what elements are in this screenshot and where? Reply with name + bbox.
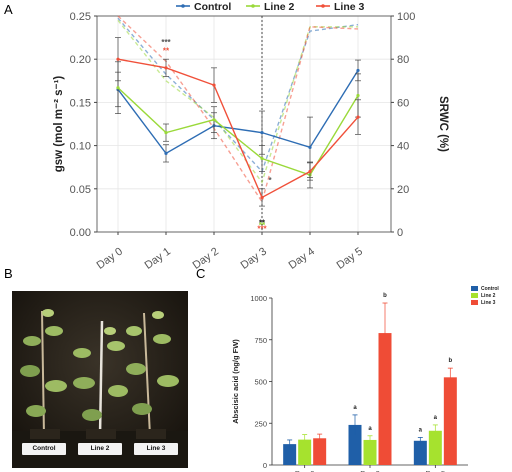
plot-frame	[96, 15, 392, 233]
plant-line-3	[126, 311, 179, 437]
legend-label-line2: Line 2	[264, 1, 295, 13]
y-tick-label-left: 0.10	[70, 141, 91, 153]
gsw-point-line3	[260, 195, 264, 200]
gsw-point-control	[164, 151, 168, 155]
bar-letter-label: b	[448, 358, 452, 364]
x-tick-label: Day 2	[191, 245, 221, 270]
bar-bar_line3	[378, 333, 392, 465]
photo-plants: Control Line 2 Line 3	[12, 291, 188, 468]
plant-photo-illustration	[12, 291, 188, 468]
legend-marker-line3	[321, 4, 325, 8]
y-tick-label-right: 40	[397, 141, 409, 153]
gsw-point-control	[356, 68, 360, 73]
bar-bar_control	[413, 440, 427, 465]
plant-line-2	[73, 320, 128, 437]
chart-a-gsw-srwc: 0.00 0.05 0.10 0.15 0.20 0.25 0 20 40 60 80 100 Day …	[53, 1, 449, 270]
bar-bar_control	[283, 444, 297, 465]
bar-bar_line2	[363, 439, 377, 465]
bar-bar_line3	[443, 377, 457, 465]
y-tick-label-right: 20	[397, 184, 409, 196]
gsw-point-line3	[116, 57, 120, 61]
gsw-point-line2	[212, 118, 216, 122]
gsw-line-line3	[117, 58, 359, 199]
y-tick-label: 0	[263, 461, 267, 470]
y-tick-label-right: 0	[397, 227, 403, 239]
photo-label-line-3: Line 3	[134, 443, 178, 455]
x-tick-label: Day 0	[95, 245, 125, 270]
photo-label-control: Control	[22, 443, 66, 455]
bar-letter-label: a	[419, 427, 423, 433]
panel-letter-b: B	[4, 266, 13, 281]
legend-marker-line2	[251, 4, 255, 8]
x-tick-label: Day 1	[143, 245, 173, 270]
y-tick-label-right: 100	[397, 11, 415, 23]
significance-mark: *	[268, 176, 272, 185]
legend-swatch-bar_control	[471, 286, 478, 291]
legend-label-control: Control	[194, 1, 231, 13]
gsw-point-line3	[356, 115, 360, 119]
y-tick-label: 1000	[250, 294, 267, 303]
bar-letter-label: a	[368, 426, 372, 432]
y-tick-label: 750	[254, 336, 267, 345]
bar-bar_line2	[428, 430, 442, 465]
significance-mark: **	[259, 218, 266, 227]
photo-label-line-2: Line 2	[78, 443, 122, 455]
y-axis-label-right: SRWC (%)	[437, 96, 449, 152]
bar-bar_line2	[298, 439, 312, 465]
x-tick-label: Day 5	[335, 245, 365, 270]
legend-marker-control	[181, 4, 185, 8]
y-axis-label: Abscisic acid (ng/g FW)	[231, 339, 240, 424]
gsw-point-line3	[164, 66, 168, 70]
legend-label-bar_control: Control	[481, 286, 499, 292]
legend-swatch-bar_line2	[471, 293, 478, 298]
y-axis-label-left: gsw (mol m⁻² s⁻¹)	[53, 76, 65, 173]
legend-label-line3: Line 3	[334, 1, 365, 13]
legend-swatch-bar_line3	[471, 300, 478, 305]
srwc-line-line3	[117, 15, 359, 204]
gsw-point-line2	[164, 131, 168, 135]
bar-bar_line3	[313, 438, 327, 465]
gsw-point-control	[260, 131, 264, 135]
significance-mark: ***	[257, 225, 267, 234]
y-tick-label-left: 0.25	[70, 11, 91, 23]
srwc-line-line2	[117, 19, 358, 184]
bar-letter-label: a	[353, 405, 357, 411]
x-tick-label: Day 3	[239, 245, 269, 270]
gsw-point-line3	[308, 169, 312, 174]
srwc-line-control	[117, 17, 359, 173]
plant-control	[20, 309, 67, 437]
x-tick-label: Day 4	[287, 245, 317, 270]
gsw-point-line2	[260, 156, 264, 161]
legend-label-bar_line2: Line 2	[481, 293, 496, 299]
gsw-point-line2	[116, 86, 120, 90]
y-tick-label-right: 60	[397, 97, 409, 109]
bar-letter-label: a	[434, 415, 438, 421]
gsw-point-line2	[356, 93, 360, 98]
y-tick-label-left: 0.00	[70, 227, 91, 239]
y-tick-label-left: 0.05	[70, 184, 91, 196]
legend-label-bar_line3: Line 3	[481, 300, 496, 306]
panel-letter-a: A	[4, 2, 13, 17]
y-tick-label-left: 0.15	[70, 97, 91, 109]
bar-bar_control	[348, 424, 362, 465]
y-tick-label-right: 80	[397, 54, 409, 66]
y-tick-label: 500	[254, 378, 267, 387]
bar-letter-label: b	[383, 293, 387, 299]
significance-mark: ***	[161, 38, 171, 47]
gsw-point-line3	[212, 83, 216, 87]
gsw-line-line2	[117, 87, 359, 176]
significance-mark: **	[163, 47, 170, 56]
gsw-line-control	[117, 70, 359, 155]
y-tick-label: 250	[254, 419, 267, 428]
significance-mark: **	[259, 221, 266, 230]
gsw-point-control	[308, 145, 312, 149]
y-tick-label-left: 0.20	[70, 54, 91, 66]
panel-letter-c: C	[196, 266, 206, 281]
